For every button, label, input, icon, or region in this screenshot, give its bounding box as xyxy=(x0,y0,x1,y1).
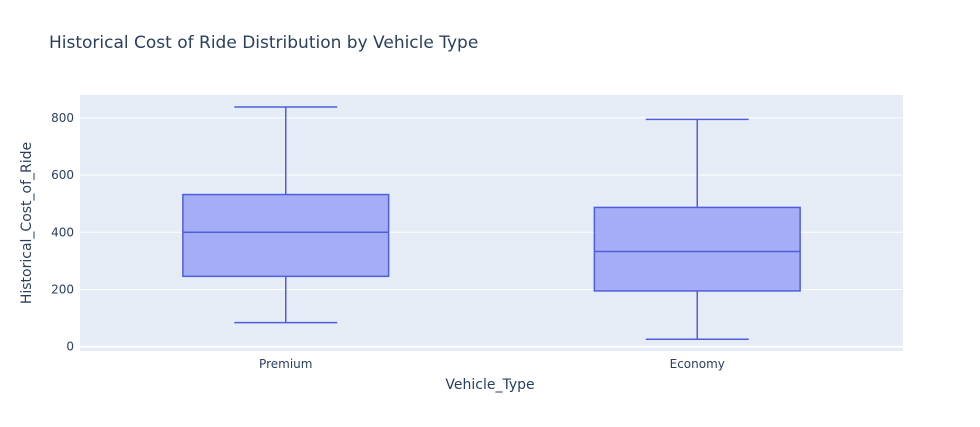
y-tick-label: 200 xyxy=(51,283,74,297)
y-tick-label: 600 xyxy=(51,168,74,182)
box-economy xyxy=(593,118,801,341)
y-axis-title: Historical_Cost_of_Ride xyxy=(19,142,35,304)
x-tick-label: Premium xyxy=(259,357,312,371)
box-premium xyxy=(182,106,390,324)
y-tick-label: 800 xyxy=(51,111,74,125)
y-tick-labels: 0 200 400 600 800 xyxy=(51,111,74,354)
boxes xyxy=(182,106,801,341)
x-tick-label: Economy xyxy=(670,357,725,371)
x-axis-title: Vehicle_Type xyxy=(445,377,534,393)
iqr-box xyxy=(182,193,390,278)
iqr-box xyxy=(593,206,801,292)
y-tick-label: 400 xyxy=(51,225,74,239)
y-tick-label: 0 xyxy=(66,340,74,354)
chart-title: Historical Cost of Ride Distribution by … xyxy=(49,33,478,53)
x-tick-labels: Premium Economy xyxy=(259,357,725,371)
